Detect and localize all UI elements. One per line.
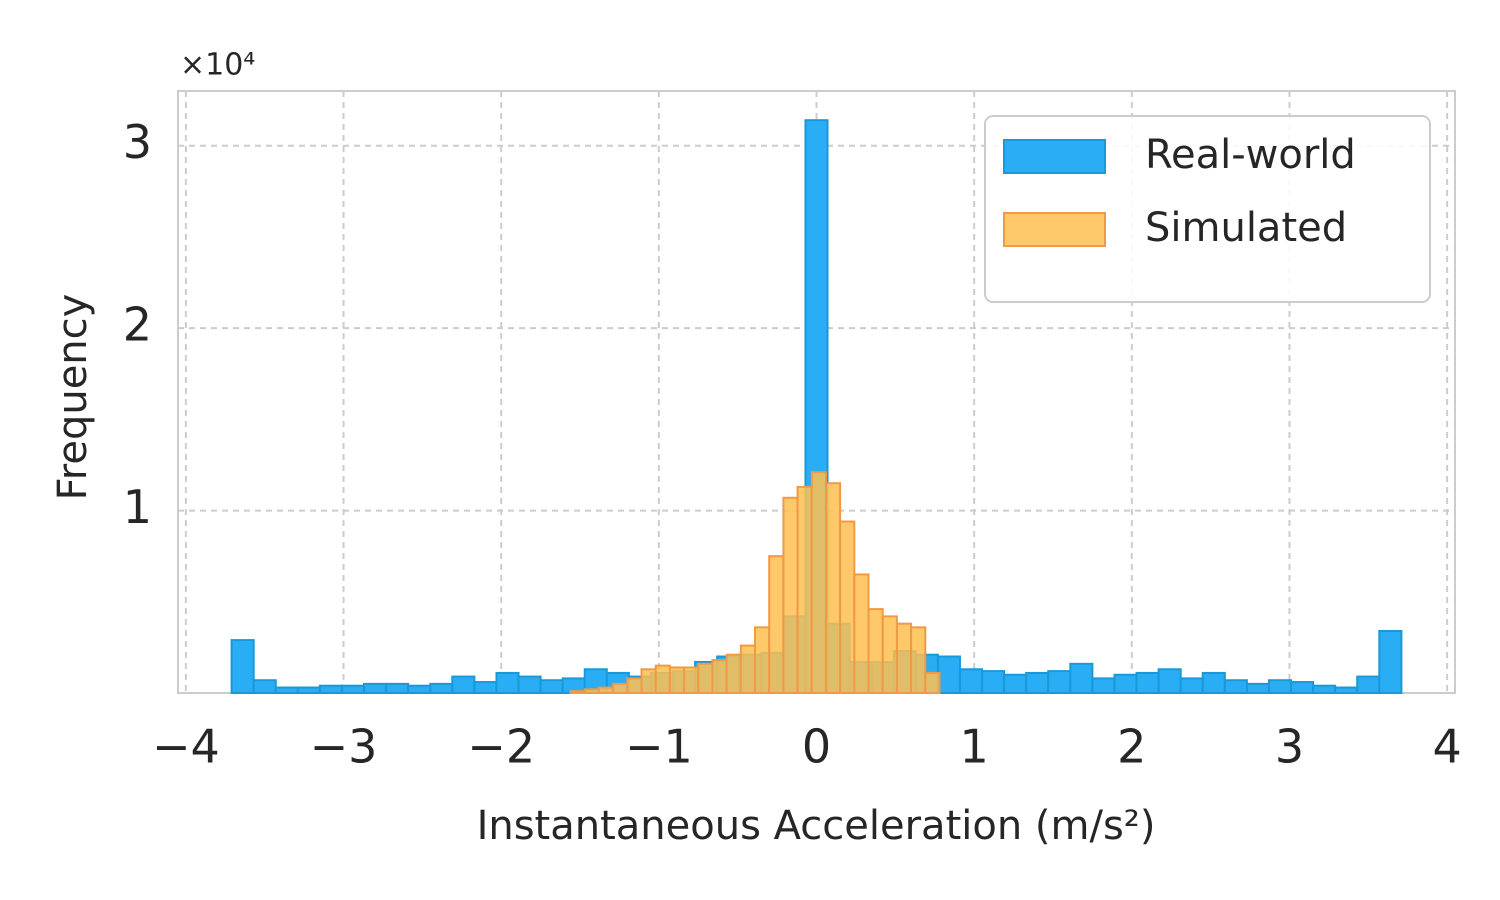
y-tick-label: 3 [123, 115, 152, 169]
histogram-bar [1378, 629, 1403, 695]
histogram-bar [839, 520, 856, 695]
histogram-bar [1312, 684, 1337, 694]
histogram-bar [853, 573, 870, 695]
x-tick-label: −1 [625, 720, 693, 774]
histogram-bar [810, 471, 827, 694]
histogram-bar [958, 668, 984, 695]
histogram-bar [739, 644, 757, 695]
histogram-bar [252, 679, 277, 694]
x-axis-label: Instantaneous Acceleration (m/s²) [477, 803, 1156, 849]
x-tick-label: 3 [1275, 720, 1304, 774]
histogram-bar [407, 684, 432, 694]
histogram-bar [1003, 673, 1028, 694]
histogram-bar [754, 626, 771, 694]
histogram-bar [230, 639, 255, 695]
histogram-bar [824, 482, 842, 694]
histogram-bar [569, 690, 586, 695]
legend-label: Simulated [1145, 205, 1347, 251]
x-tick-label: −2 [467, 720, 535, 774]
histogram-bar [539, 679, 564, 694]
histogram-bar [385, 682, 410, 694]
histogram-bar [924, 671, 941, 695]
x-tick-label: 0 [802, 720, 831, 774]
histogram-bar [1223, 679, 1248, 694]
histogram-bar [1135, 671, 1160, 695]
legend-label: Real-world [1145, 132, 1356, 178]
histogram-bar [1245, 682, 1270, 694]
histogram-bar [1179, 677, 1204, 695]
x-tick-label: −3 [310, 720, 378, 774]
histogram-bar [429, 682, 454, 694]
histogram-bar [1201, 671, 1226, 695]
x-tick-label: 4 [1432, 720, 1461, 774]
histogram-bar [697, 662, 714, 695]
histogram-bar [340, 684, 366, 694]
histogram-bar [981, 670, 1006, 694]
histogram-bar [451, 675, 476, 695]
histogram-bar [626, 677, 643, 695]
histogram-bar [881, 615, 898, 695]
histogram-bar [910, 626, 927, 694]
bars [230, 119, 1403, 695]
histogram-bar [318, 684, 343, 694]
legend: Real-world Simulated [984, 115, 1431, 303]
histogram-bar [495, 671, 520, 695]
histogram-bar [583, 688, 600, 694]
histogram-bar [1091, 677, 1116, 695]
histogram-bar [1356, 675, 1381, 695]
legend-swatch [1003, 139, 1106, 174]
histogram-bar [597, 686, 615, 695]
x-tick-label: −4 [152, 720, 220, 774]
histogram-bar [1157, 668, 1182, 695]
histogram-bar [640, 668, 657, 695]
y-offset-label: ×10⁴ [180, 48, 255, 83]
histogram-bar [936, 655, 961, 694]
histogram-bar [668, 666, 686, 695]
histogram-bar [782, 496, 799, 694]
histogram-bar [1047, 670, 1072, 694]
x-tick-label: 1 [960, 720, 989, 774]
histogram-bar [1025, 671, 1050, 695]
histogram-bar [274, 686, 299, 695]
histogram-bar [296, 686, 321, 695]
histogram-bar [363, 682, 388, 694]
y-axis-label: Frequency [50, 294, 96, 501]
histogram-bar [867, 608, 884, 694]
labels: ×10⁴ Instantaneous Acceleration (m/s²) F… [50, 48, 1462, 850]
x-tick-label: 2 [1117, 720, 1146, 774]
histogram-bar [768, 555, 785, 694]
histogram-bar [711, 659, 728, 694]
histogram-bar [1267, 679, 1293, 694]
histogram-bar [1069, 662, 1094, 695]
histogram-bar [1290, 681, 1315, 695]
histogram-bar [683, 666, 700, 695]
histogram-bar [473, 681, 498, 695]
histogram-bar [1334, 686, 1359, 695]
histogram-bar [612, 682, 629, 694]
histogram-bar [895, 622, 913, 694]
histogram-bar [654, 664, 671, 694]
histogram-bar [1113, 673, 1138, 694]
y-tick-label: 1 [123, 480, 152, 534]
histogram-bar [796, 485, 813, 694]
legend-swatch [1003, 212, 1106, 247]
histogram-bar [725, 653, 742, 695]
histogram-bar [517, 675, 542, 695]
y-tick-label: 2 [123, 298, 152, 352]
